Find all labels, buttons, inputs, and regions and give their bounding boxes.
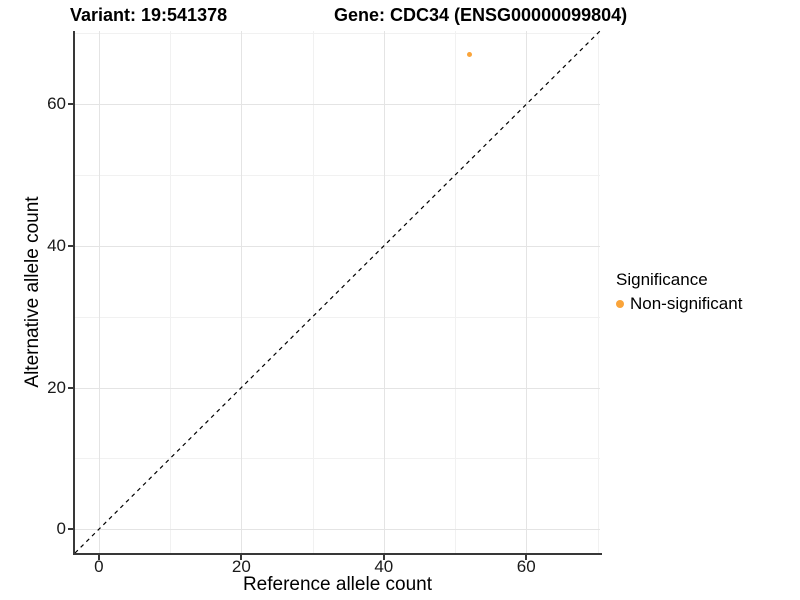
data-point [466, 52, 472, 58]
y-tick [68, 386, 73, 389]
y-tick [68, 528, 73, 531]
y-tick-label: 0 [56, 519, 66, 539]
x-tick-label: 60 [516, 557, 536, 576]
x-major-gridline [526, 31, 528, 553]
x-tick-label: 0 [94, 557, 104, 576]
x-tick-label: 20 [231, 557, 251, 576]
y-major-gridline [75, 104, 600, 106]
y-minor-gridline [75, 33, 600, 35]
y-minor-gridline [75, 316, 600, 318]
x-major-gridline [241, 31, 243, 553]
y-tick-label: 40 [47, 235, 66, 255]
legend-item-label: Non-significant [630, 294, 743, 313]
x-axis-line [73, 553, 602, 555]
y-minor-gridline [75, 458, 600, 460]
x-minor-gridline [170, 31, 172, 553]
x-minor-gridline [455, 31, 457, 553]
y-axis-title: Alternative allele count [22, 196, 43, 388]
legend: Significance Non-significant [616, 270, 742, 314]
y-axis-line [73, 31, 75, 555]
legend-item: Non-significant [616, 294, 742, 314]
y-major-gridline [75, 387, 600, 389]
legend-point-icon [616, 300, 624, 308]
x-minor-gridline [312, 31, 314, 553]
x-axis-title: Reference allele count [242, 574, 433, 595]
y-minor-gridline [75, 175, 600, 177]
gridline-layer [75, 31, 600, 553]
x-tick-label: 40 [374, 557, 394, 576]
plot-panel [74, 30, 601, 554]
x-tick [382, 555, 385, 560]
x-tick [240, 555, 243, 560]
gene-title: Gene: CDC34 (ENSG00000099804) [334, 5, 628, 25]
y-tick [68, 103, 73, 106]
y-tick-label: 20 [47, 377, 66, 397]
y-major-gridline [75, 529, 600, 531]
identity-dashed-line [74, 30, 601, 554]
y-tick-label: 60 [47, 94, 66, 114]
y-major-gridline [75, 245, 600, 247]
x-major-gridline [98, 31, 100, 553]
variant-title: Variant: 19:541378 [70, 5, 228, 25]
x-minor-gridline [597, 31, 599, 553]
x-tick [525, 555, 528, 560]
x-major-gridline [383, 31, 385, 553]
x-tick [97, 555, 100, 560]
legend-title: Significance [616, 270, 708, 289]
y-tick [68, 244, 73, 247]
